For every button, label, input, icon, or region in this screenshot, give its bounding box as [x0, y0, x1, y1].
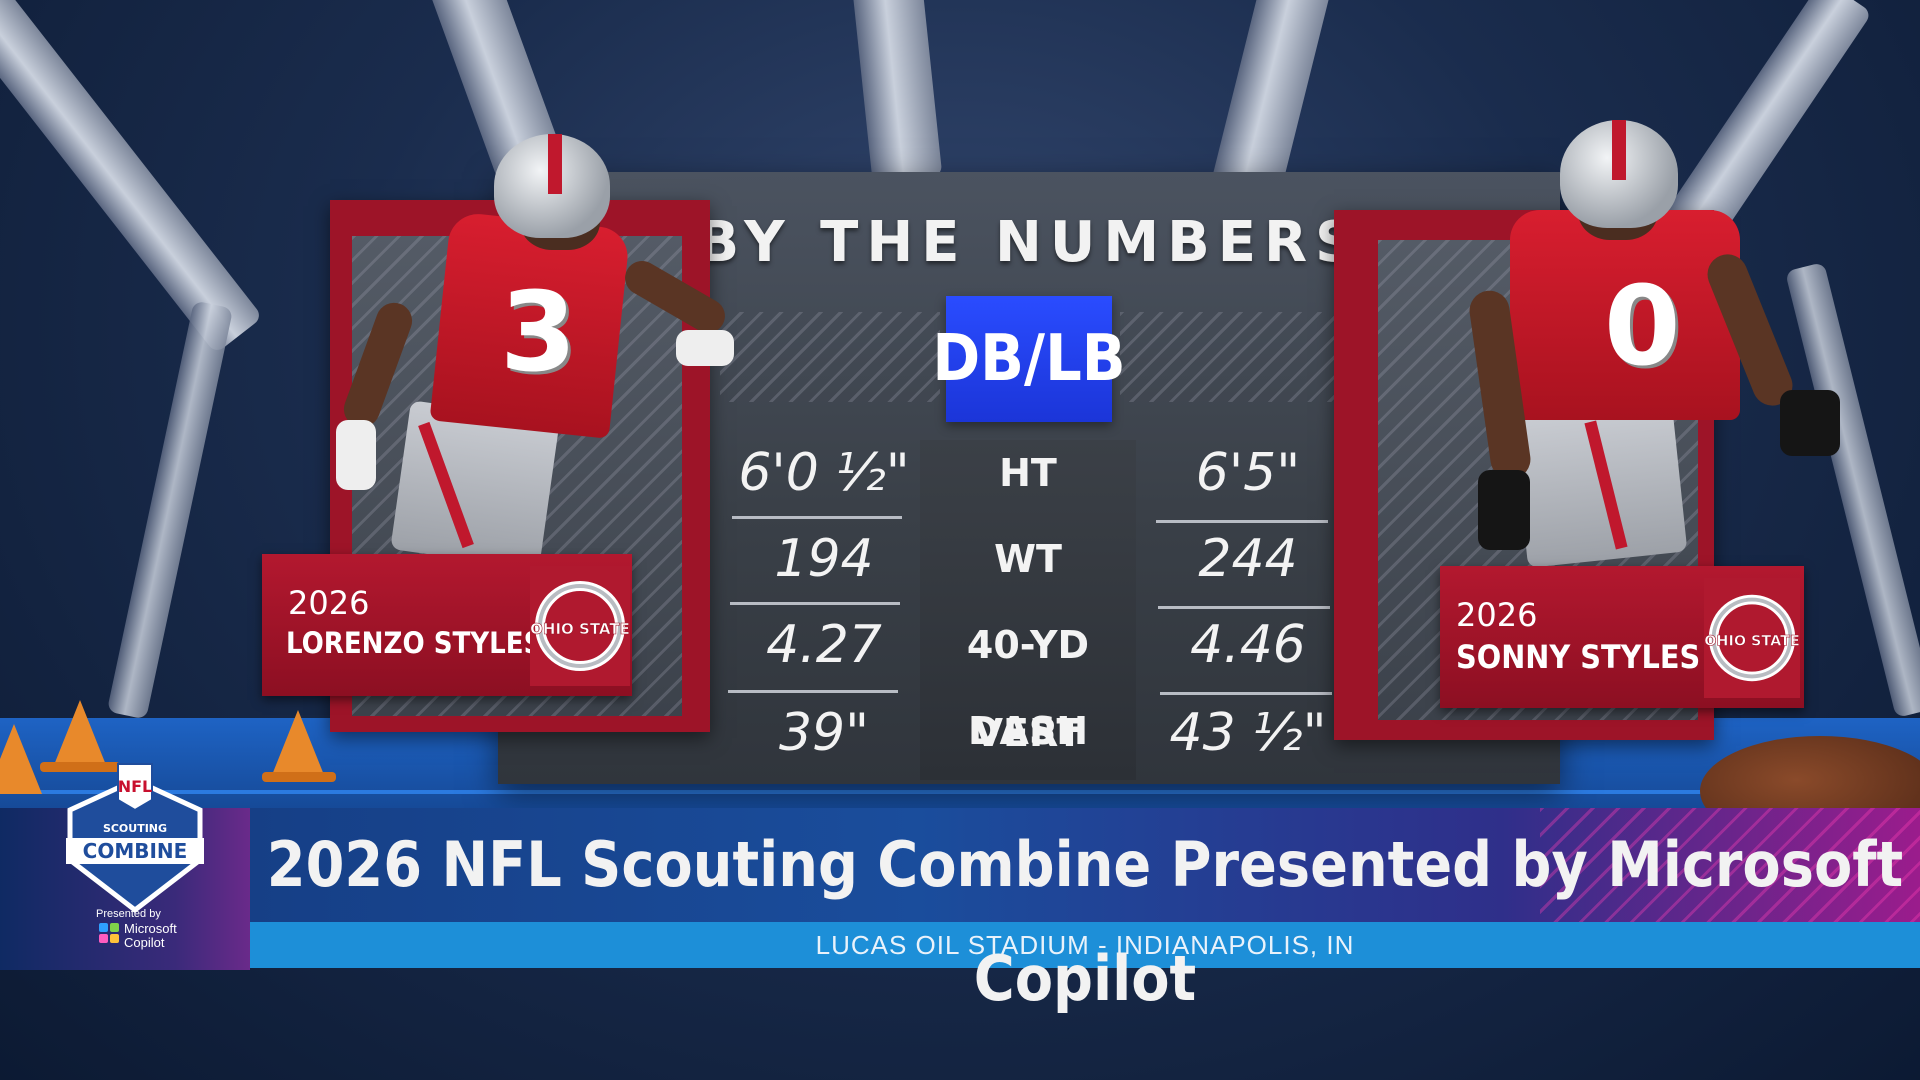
ohio-state-logo: OHIO STATE: [530, 566, 630, 686]
ohio-state-logo-text: OHIO STATE: [1704, 634, 1800, 650]
stat-label-column: [920, 440, 1136, 780]
lower-third-title-bar: [250, 808, 1920, 922]
right-player-jersey-number: 0: [1604, 262, 1681, 390]
stage-floor-line: [0, 790, 1920, 794]
lower-third-subtitle-bar: [250, 922, 1920, 968]
studio-beam: [0, 0, 263, 354]
left-player-weight: 194: [774, 529, 874, 589]
stat-row-40yd: 4.27 40-YD DASH 4.46: [0, 602, 1920, 753]
copilot-sponsor-name: Microsoft Copilot: [124, 922, 177, 950]
right-player-vertical: 43 ½": [1169, 703, 1327, 763]
stat-label-height: HT: [999, 451, 1057, 495]
training-cone-icon: [0, 724, 42, 794]
right-player-glove: [1780, 390, 1840, 456]
stat-row-vertical: 39" VERT 43 ½": [0, 690, 1920, 776]
training-cone-base: [262, 772, 336, 782]
right-player-year: 2026: [1456, 596, 1538, 634]
ohio-state-logo-icon: OHIO STATE: [530, 581, 630, 671]
left-player-height: 6'0 ½": [738, 443, 910, 503]
right-player-name: SONNY STYLES: [1456, 638, 1701, 676]
board-title: BY THE NUMBERS: [696, 210, 1364, 275]
left-player-vertical: 39": [778, 703, 870, 763]
right-player-height: 6'5": [1195, 443, 1301, 503]
left-helmet-stripe: [548, 134, 562, 194]
stat-divider: [1156, 520, 1328, 523]
position-badge-label: DB/LB: [932, 322, 1126, 396]
lower-third-title: 2026 NFL Scouting Combine Presented by M…: [266, 828, 1904, 1015]
ohio-state-logo: OHIO STATE: [1704, 578, 1800, 698]
nfl-combine-logo: NFL SCOUTING COMBINE: [66, 763, 204, 914]
combine-word-text: COMBINE: [83, 839, 188, 863]
ohio-state-logo-icon: OHIO STATE: [1704, 594, 1800, 682]
right-player-jersey: [1510, 210, 1740, 420]
stat-label-weight: WT: [994, 537, 1062, 581]
stat-divider: [732, 516, 902, 519]
stat-row-weight: 194 WT 244: [0, 516, 1920, 602]
left-player-jersey-number: 3: [500, 268, 577, 396]
right-player-weight: 244: [1198, 529, 1298, 589]
stat-label-vertical: VERT: [973, 711, 1083, 755]
sponsor-line-2: Copilot: [124, 935, 165, 950]
training-cone-base: [40, 762, 120, 772]
ohio-state-logo-text: OHIO STATE: [530, 620, 630, 638]
studio-beam: [847, 0, 943, 184]
stat-divider: [728, 690, 898, 693]
left-player-glove: [336, 420, 376, 490]
stat-divider: [730, 602, 900, 605]
training-cone-icon: [270, 710, 326, 780]
board-pattern: [720, 312, 940, 402]
right-player-glove: [1478, 470, 1530, 550]
position-badge: DB/LB: [932, 296, 1126, 422]
stat-divider: [1160, 692, 1332, 695]
copilot-icon: [99, 923, 119, 943]
stat-divider: [1158, 606, 1330, 609]
nfl-shield-text: NFL: [118, 777, 153, 796]
combine-scouting-text: SCOUTING: [103, 822, 167, 835]
left-player-40yd: 4.27: [766, 615, 882, 675]
right-helmet-stripe: [1612, 120, 1626, 180]
board-pattern: [1120, 312, 1340, 402]
sponsor-line-1: Microsoft: [124, 921, 177, 936]
stat-row-height: 6'0 ½" HT 6'5": [0, 430, 1920, 516]
left-player-year: 2026: [288, 584, 370, 622]
stat-label-40yd: 40-YD DASH: [966, 623, 1090, 753]
right-player-40yd: 4.46: [1190, 615, 1306, 675]
left-player-glove: [676, 330, 734, 366]
lower-third: 2026 NFL Scouting Combine Presented by M…: [0, 808, 1920, 1015]
training-cone-icon: [52, 700, 108, 770]
lower-third-subtitle: LUCAS OIL STADIUM - INDIANAPOLIS, IN: [815, 930, 1355, 960]
presented-by-text: Presented by: [96, 908, 161, 920]
